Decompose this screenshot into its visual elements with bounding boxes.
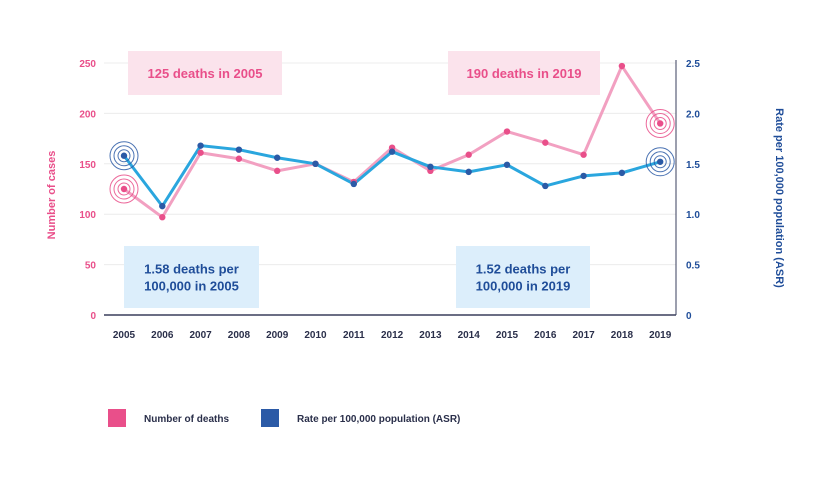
highlight-ring [649, 151, 671, 173]
annotation-box [448, 51, 600, 95]
right-tick-label: 0.5 [686, 261, 700, 272]
data-point [618, 62, 626, 70]
x-tick-label: 2012 [381, 330, 404, 341]
annotation-text: 1.52 deaths per [476, 262, 571, 277]
highlight-ring [653, 116, 667, 130]
left-tick-label: 50 [85, 261, 97, 272]
highlight-ring [645, 147, 675, 177]
x-tick-label: 2017 [572, 330, 595, 341]
data-point [542, 139, 549, 146]
highlight-ring [113, 145, 135, 167]
annotation-box [124, 246, 259, 308]
annotation-text: 190 deaths in 2019 [467, 66, 582, 81]
data-point [197, 142, 204, 149]
data-point [197, 149, 204, 156]
highlight-ring [645, 108, 675, 138]
highlight-ring [109, 141, 139, 171]
annotation-text: 100,000 in 2019 [476, 279, 571, 294]
x-tick-label: 2011 [343, 330, 365, 341]
highlight-ring [113, 178, 135, 200]
x-tick-label: 2006 [151, 330, 174, 341]
right-tick-label: 1.5 [686, 160, 700, 171]
data-point [427, 163, 434, 171]
annotation-text: 100,000 in 2005 [144, 279, 239, 294]
data-point [159, 214, 166, 221]
left-tick-label: 100 [79, 210, 96, 221]
right-tick-label: 1.0 [686, 210, 700, 221]
highlight-ring [109, 174, 139, 204]
right-tick-label: 0 [686, 311, 692, 322]
data-point [350, 180, 357, 188]
right-axis-title: Rate per 100,000 population (ASR) [773, 108, 785, 288]
annotation-text: 125 deaths in 2005 [148, 66, 263, 81]
data-point [580, 151, 587, 158]
x-tick-label: 2009 [266, 330, 289, 341]
x-tick-label: 2014 [458, 330, 481, 341]
annotation-text: 1.58 deaths per [144, 262, 239, 277]
legend-label: Rate per 100,000 population (ASR) [297, 414, 460, 425]
data-point [312, 160, 319, 167]
x-tick-label: 2018 [611, 330, 634, 341]
data-point [465, 168, 472, 176]
left-tick-label: 0 [90, 311, 96, 322]
right-tick-label: 2.5 [686, 59, 700, 70]
x-tick-label: 2008 [228, 330, 251, 341]
data-point [120, 185, 128, 193]
left-tick-label: 150 [79, 160, 96, 171]
data-point [388, 148, 396, 155]
annotation-box [456, 246, 590, 308]
annotation-box [128, 51, 282, 95]
right-tick-label: 2.0 [686, 109, 700, 120]
highlight-ring [117, 182, 131, 196]
left-tick-label: 200 [79, 109, 96, 120]
highlight-ring [653, 155, 667, 169]
data-point [120, 152, 128, 159]
data-point [542, 182, 549, 190]
data-point [235, 146, 243, 153]
left-axis-title: Number of cases [46, 151, 58, 240]
highlight-ring [649, 112, 671, 134]
x-tick-label: 2007 [189, 330, 212, 341]
data-point [465, 151, 472, 158]
x-tick-label: 2015 [496, 330, 519, 341]
data-point [274, 167, 281, 175]
data-point [657, 120, 664, 127]
legend-label: Number of deaths [144, 414, 229, 425]
x-tick-label: 2019 [649, 330, 672, 341]
data-point [618, 169, 626, 177]
data-point [274, 154, 281, 161]
x-tick-label: 2005 [113, 330, 136, 341]
legend-swatch [261, 409, 279, 427]
data-point [503, 161, 511, 169]
x-tick-label: 2010 [304, 330, 327, 341]
data-point [580, 172, 587, 180]
legend-swatch [108, 409, 126, 427]
data-point [657, 158, 664, 165]
data-point [159, 202, 166, 210]
highlight-ring [117, 149, 131, 163]
x-tick-label: 2013 [419, 330, 442, 341]
left-tick-label: 250 [79, 59, 96, 70]
data-point [235, 155, 243, 162]
data-point [503, 128, 511, 135]
x-tick-label: 2016 [534, 330, 557, 341]
